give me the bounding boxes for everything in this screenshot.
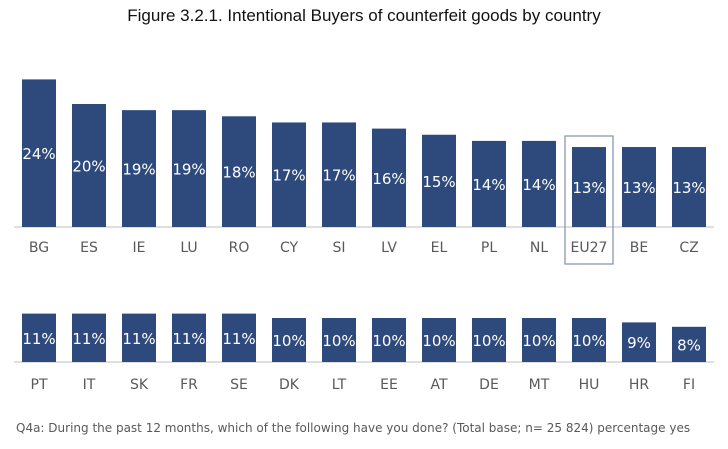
tick-label-ee: EE (380, 377, 398, 393)
tick-label-hu: HU (579, 377, 600, 393)
tick-label-sk: SK (130, 377, 149, 393)
tick-label-hr: HR (629, 377, 650, 393)
bar-pl (472, 140, 506, 227)
tick-label-ie: IE (133, 240, 146, 256)
data-label-se: 11% (222, 330, 255, 348)
bar-lv (372, 128, 406, 227)
tick-label-be: BE (630, 240, 648, 256)
tick-label-nl: NL (530, 240, 548, 256)
tick-label-fi: FI (683, 377, 695, 393)
bar-pt (22, 313, 56, 362)
chart-footnote: Q4a: During the past 12 months, which of… (16, 421, 691, 435)
bar-eu27 (572, 147, 606, 227)
data-label-es: 20% (72, 158, 105, 176)
tick-label-cy: CY (280, 240, 299, 256)
tick-label-ro: RO (229, 240, 250, 256)
data-label-be: 13% (622, 179, 655, 197)
bar-bg (22, 79, 56, 228)
data-label-si: 17% (322, 167, 355, 185)
bar-fr (172, 313, 206, 362)
bar-es (72, 104, 106, 227)
tick-label-at: AT (430, 377, 447, 393)
data-label-fr: 11% (172, 330, 205, 348)
data-label-dk: 10% (272, 332, 305, 350)
tick-label-el: EL (431, 240, 448, 256)
data-label-pl: 14% (472, 176, 505, 194)
tick-label-eu27: EU27 (571, 240, 608, 256)
tick-label-bg: BG (29, 240, 49, 256)
bar-ro (222, 116, 256, 227)
bar-lu (172, 110, 206, 227)
tick-label-lv: LV (381, 240, 397, 256)
data-label-ro: 18% (222, 164, 255, 182)
data-label-mt: 10% (522, 332, 555, 350)
bar-mt (522, 318, 556, 362)
tick-label-pl: PL (481, 240, 497, 256)
bar-ie (122, 110, 156, 227)
data-label-sk: 11% (122, 330, 155, 348)
data-label-cz: 13% (672, 179, 705, 197)
chart-title: Figure 3.2.1. Intentional Buyers of coun… (127, 6, 601, 25)
bar-fi (672, 326, 706, 362)
bar-it (72, 313, 106, 362)
tick-label-lu: LU (180, 240, 197, 256)
bar-cz (672, 147, 706, 227)
tick-label-it: IT (83, 377, 96, 393)
bar-hr (622, 322, 656, 362)
data-label-eu27: 13% (572, 179, 605, 197)
bar-nl (522, 140, 556, 227)
tick-label-cz: CZ (679, 240, 698, 256)
data-label-lt: 10% (322, 332, 355, 350)
data-label-lu: 19% (172, 161, 205, 179)
tick-label-mt: MT (529, 377, 550, 393)
data-label-de: 10% (472, 332, 505, 350)
data-label-hr: 9% (627, 334, 651, 352)
data-label-ee: 10% (372, 332, 405, 350)
data-label-fi: 8% (677, 336, 701, 354)
bar-ee (372, 318, 406, 362)
bar-el (422, 134, 456, 227)
bar-sk (122, 313, 156, 362)
data-label-nl: 14% (522, 176, 555, 194)
data-label-bg: 24% (22, 145, 55, 163)
data-label-it: 11% (72, 330, 105, 348)
bar-hu (572, 318, 606, 362)
data-label-hu: 10% (572, 332, 605, 350)
tick-label-es: ES (80, 240, 98, 256)
data-label-pt: 11% (22, 330, 55, 348)
data-label-cy: 17% (272, 167, 305, 185)
bar-cy (272, 122, 306, 227)
tick-label-se: SE (230, 377, 248, 393)
bar-dk (272, 318, 306, 362)
tick-label-dk: DK (279, 377, 300, 393)
bar-lt (322, 318, 356, 362)
data-label-ie: 19% (122, 161, 155, 179)
bar-at (422, 318, 456, 362)
bar-de (472, 318, 506, 362)
tick-label-pt: PT (31, 377, 48, 393)
bar-se (222, 313, 256, 362)
data-label-el: 15% (422, 173, 455, 191)
bar-si (322, 122, 356, 227)
tick-label-lt: LT (332, 377, 347, 393)
data-label-at: 10% (422, 332, 455, 350)
tick-label-fr: FR (180, 377, 198, 393)
bar-be (622, 147, 656, 227)
tick-label-de: DE (479, 377, 499, 393)
tick-label-si: SI (332, 240, 345, 256)
data-label-lv: 16% (372, 170, 405, 188)
highlight-box-eu27 (564, 135, 614, 265)
